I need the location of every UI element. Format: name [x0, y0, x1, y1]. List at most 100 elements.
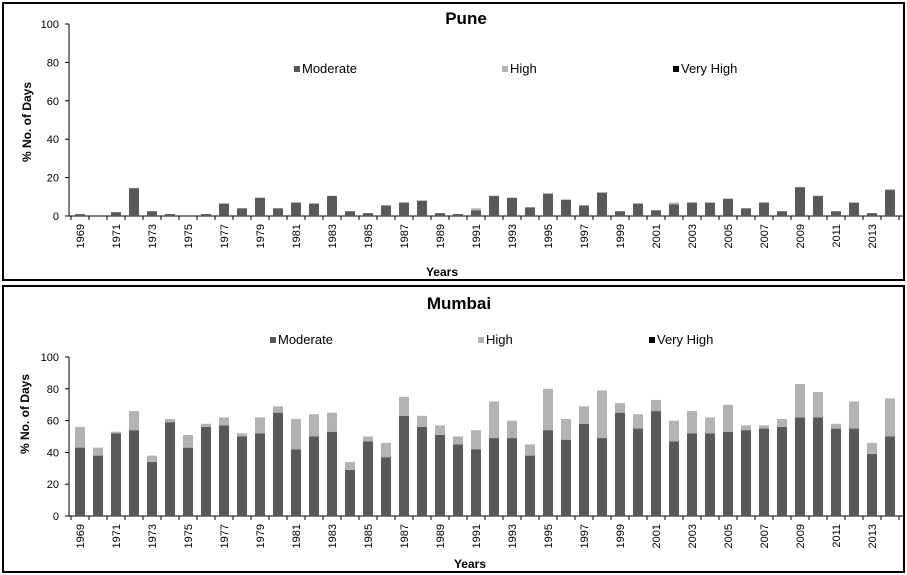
mumbai-x-tick-label: 1975 [183, 524, 195, 548]
mumbai-bar-high-2003 [687, 411, 697, 434]
pune-bar-moderate-1972 [129, 188, 139, 216]
mumbai-bar-high-1987 [399, 396, 409, 416]
pune-bar-moderate-1987 [399, 202, 409, 216]
mumbai-x-tick-label: 1981 [291, 524, 303, 548]
mumbai-bar-moderate-1990 [453, 444, 463, 516]
pune-bar-moderate-1988 [417, 200, 427, 216]
pune-bar-moderate-2010 [813, 195, 823, 216]
pune-y-axis-label: % No. of Days [20, 82, 34, 162]
pune-bar-high-1991 [471, 208, 481, 211]
mumbai-bar-high-2001 [651, 399, 661, 412]
mumbai-chart-panel: Mumbai % No. of Days Years Moderate High… [2, 285, 905, 573]
pune-bar-moderate-2014 [885, 190, 895, 216]
pune-x-tick-label: 1977 [219, 224, 231, 248]
pune-bar-moderate-2001 [651, 210, 661, 216]
pune-bar-moderate-1993 [507, 197, 517, 216]
legend-swatch-very-high [649, 337, 655, 343]
mumbai-bar-moderate-1979 [255, 433, 265, 516]
mumbai-bar-high-2005 [723, 404, 733, 432]
mumbai-bar-moderate-2008 [777, 426, 787, 516]
mumbai-x-tick-label: 1995 [543, 524, 555, 548]
mumbai-bar-moderate-1973 [147, 461, 157, 516]
mumbai-bar-high-1969 [75, 426, 85, 448]
mumbai-bar-moderate-1991 [471, 449, 481, 516]
mumbai-bar-high-1975 [183, 434, 193, 448]
mumbai-x-tick-label: 2003 [687, 524, 699, 548]
mumbai-x-tick-label: 1977 [219, 524, 231, 548]
mumbai-x-tick-label: 1973 [147, 524, 159, 548]
legend-label-high: High [486, 332, 513, 347]
mumbai-x-tick-label: 1997 [579, 524, 591, 548]
pune-bar-moderate-1998 [597, 192, 607, 216]
pune-x-tick-label: 1995 [543, 224, 555, 248]
mumbai-bar-moderate-1994 [525, 455, 535, 516]
legend-swatch-very-high [673, 66, 679, 72]
pune-bar-moderate-2000 [633, 203, 643, 216]
mumbai-bar-moderate-2012 [849, 428, 859, 516]
pune-bar-moderate-1997 [579, 205, 589, 216]
mumbai-bar-moderate-2003 [687, 433, 697, 516]
pune-bar-moderate-1999 [615, 211, 625, 216]
pune-bar-moderate-2005 [723, 198, 733, 216]
pune-bar-moderate-1978 [237, 208, 247, 216]
mumbai-bar-moderate-1986 [381, 457, 391, 516]
mumbai-x-tick-label: 1989 [435, 524, 447, 548]
mumbai-x-tick-label: 2013 [867, 524, 879, 548]
pune-bar-high-2014 [885, 189, 895, 191]
pune-x-tick-label: 2005 [723, 224, 735, 248]
mumbai-y-axis-label: % No. of Days [18, 374, 32, 454]
mumbai-bar-moderate-2006 [741, 430, 751, 516]
mumbai-bar-high-1991 [471, 430, 481, 450]
mumbai-bar-moderate-1970 [93, 455, 103, 516]
mumbai-x-tick-label: 1993 [507, 524, 519, 548]
mumbai-bar-high-2012 [849, 401, 859, 429]
pune-bar-high-1995 [543, 192, 553, 194]
pune-bar-moderate-1994 [525, 207, 535, 216]
pune-x-tick-label: 1999 [615, 224, 627, 248]
mumbai-bar-high-2002 [669, 420, 679, 442]
legend-label-moderate: Moderate [302, 61, 357, 76]
mumbai-bar-moderate-2010 [813, 417, 823, 516]
mumbai-bar-moderate-1989 [435, 434, 445, 516]
pune-bar-moderate-2004 [705, 202, 715, 216]
mumbai-y-tick-label: 100 [41, 352, 59, 364]
mumbai-bar-high-1978 [237, 433, 247, 437]
pune-y-tick-label: 0 [53, 211, 59, 223]
mumbai-bar-moderate-1988 [417, 426, 427, 516]
mumbai-bar-high-2013 [867, 442, 877, 454]
mumbai-bar-moderate-2004 [705, 433, 715, 516]
mumbai-y-tick-label: 20 [47, 479, 59, 491]
mumbai-x-tick-label: 1971 [111, 524, 123, 548]
pune-x-tick-label: 1987 [399, 224, 411, 248]
mumbai-bar-moderate-2011 [831, 428, 841, 516]
pune-bar-moderate-2006 [741, 208, 751, 216]
pune-bar-moderate-1974 [165, 214, 175, 216]
mumbai-bar-moderate-1987 [399, 415, 409, 516]
mumbai-y-tick-label: 0 [53, 511, 59, 523]
pune-bar-moderate-1986 [381, 205, 391, 216]
pune-bar-moderate-1979 [255, 197, 265, 216]
mumbai-x-tick-label: 2001 [651, 524, 663, 548]
mumbai-bar-moderate-1985 [363, 441, 373, 516]
pune-x-tick-label: 1989 [435, 224, 447, 248]
mumbai-bar-moderate-1971 [111, 433, 121, 516]
pune-x-tick-label: 1971 [111, 224, 123, 248]
mumbai-bar-moderate-2002 [669, 441, 679, 516]
legend-swatch-high [478, 337, 484, 343]
pune-bar-moderate-2003 [687, 202, 697, 216]
pune-bar-moderate-2012 [849, 202, 859, 216]
mumbai-bar-moderate-1992 [489, 438, 499, 516]
pune-bar-moderate-1992 [489, 195, 499, 216]
mumbai-bar-moderate-1998 [597, 438, 607, 516]
mumbai-bar-moderate-2000 [633, 428, 643, 516]
pune-bar-moderate-1991 [471, 210, 481, 216]
mumbai-bar-moderate-1978 [237, 436, 247, 516]
mumbai-bar-high-1986 [381, 442, 391, 458]
pune-y-tick-label: 40 [47, 134, 59, 146]
pune-x-tick-label: 2003 [687, 224, 699, 248]
mumbai-x-tick-label: 1985 [363, 524, 375, 548]
mumbai-bar-high-1995 [543, 388, 553, 431]
mumbai-bar-high-1974 [165, 419, 175, 423]
mumbai-bar-high-2004 [705, 417, 715, 434]
mumbai-bar-moderate-1980 [273, 412, 283, 516]
